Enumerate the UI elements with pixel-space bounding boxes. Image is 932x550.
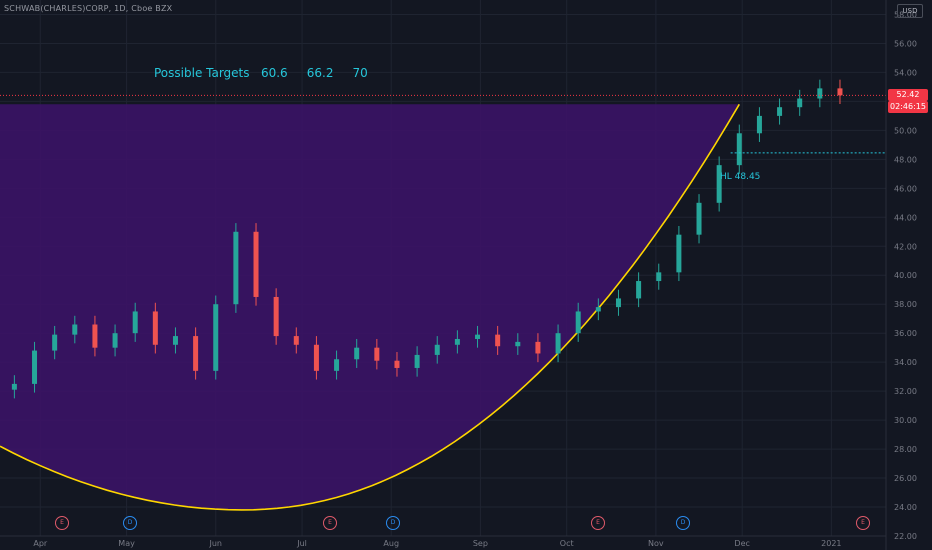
candle-body	[676, 234, 682, 273]
price-tick-label: 50.00	[894, 126, 917, 135]
time-tick-label: 2021	[821, 539, 841, 548]
price-tick-label: 22.00	[894, 532, 917, 541]
candle-body	[454, 338, 460, 345]
currency-button[interactable]: USD	[897, 4, 923, 18]
bar-countdown-tag: 02:46:15	[888, 101, 928, 113]
price-tick-label: 46.00	[894, 184, 917, 193]
possible-targets-annotation: Possible Targets 60.6 66.2 70	[154, 66, 368, 80]
candle-body	[797, 98, 803, 108]
candle-body	[817, 88, 823, 99]
price-tick-label: 32.00	[894, 387, 917, 396]
candle-body	[374, 347, 380, 361]
candle-body	[334, 359, 340, 371]
candle-body	[273, 296, 279, 337]
candle-body	[132, 311, 138, 334]
time-tick-label: Apr	[33, 539, 48, 548]
candle-body	[253, 231, 259, 297]
candle-body	[837, 88, 843, 96]
candle-body	[233, 231, 239, 305]
candle-body	[213, 304, 219, 371]
candle-body	[575, 311, 581, 334]
candle-body	[394, 360, 400, 368]
candle-body	[555, 333, 561, 354]
time-tick-label: Dec	[734, 539, 749, 548]
dividend-event-icon[interactable]: D	[386, 516, 400, 530]
price-tick-label: 48.00	[894, 155, 917, 164]
candle-body	[414, 354, 420, 368]
candle-body	[656, 272, 662, 282]
candle-body	[52, 334, 58, 351]
price-tick-label: 54.00	[894, 68, 917, 77]
candle-body	[756, 115, 762, 134]
candle-body	[152, 311, 158, 345]
candle-body	[72, 324, 78, 335]
time-tick-label: Jun	[208, 539, 222, 548]
price-tick-label: 26.00	[894, 474, 917, 483]
candle-body	[172, 336, 178, 345]
candle-body	[434, 344, 440, 355]
candle-body	[636, 281, 642, 299]
earnings-event-icon[interactable]: E	[856, 516, 870, 530]
candle-body	[615, 298, 621, 308]
earnings-event-icon[interactable]: E	[323, 516, 337, 530]
earnings-event-icon[interactable]: E	[591, 516, 605, 530]
price-tick-label: 44.00	[894, 213, 917, 222]
price-tick-label: 30.00	[894, 416, 917, 425]
dividend-event-icon[interactable]: D	[676, 516, 690, 530]
candle-body	[293, 336, 299, 345]
candle-body	[515, 341, 521, 347]
hl-annotation: HL 48.45	[720, 172, 761, 182]
cup-zone	[0, 104, 740, 510]
current-price-tag: 52.42	[888, 89, 928, 101]
candle-body	[535, 341, 541, 354]
price-tick-label: 58.00	[894, 10, 917, 19]
candle-body	[495, 334, 501, 347]
time-tick-label: May	[118, 539, 135, 548]
candle-body	[112, 333, 118, 348]
dividend-event-icon[interactable]: D	[123, 516, 137, 530]
candle-body	[32, 350, 38, 384]
candle-body	[313, 344, 319, 371]
candle-body	[92, 324, 98, 348]
candle-body	[475, 334, 481, 339]
earnings-event-icon[interactable]: E	[55, 516, 69, 530]
price-tick-label: 42.00	[894, 242, 917, 251]
time-tick-label: Oct	[560, 539, 574, 548]
time-tick-label: Jul	[296, 539, 307, 548]
candle-body	[595, 307, 601, 312]
time-tick-label: Sep	[473, 539, 488, 548]
price-tick-label: 56.00	[894, 39, 917, 48]
cup-curve	[0, 103, 740, 511]
price-tick-label: 36.00	[894, 329, 917, 338]
symbol-title: SCHWAB(CHARLES)CORP, 1D, Cboe BZX	[4, 4, 173, 13]
price-tick-label: 40.00	[894, 271, 917, 280]
price-tick-label: 28.00	[894, 445, 917, 454]
candle-body	[777, 107, 783, 116]
time-tick-label: Nov	[648, 539, 664, 548]
candle-body	[716, 165, 722, 203]
candle-body	[736, 133, 742, 166]
candle-body	[11, 383, 17, 390]
price-tick-label: 34.00	[894, 358, 917, 367]
price-tick-label: 24.00	[894, 503, 917, 512]
candle-body	[354, 347, 360, 360]
candle-body	[696, 202, 702, 235]
candle-body	[193, 336, 199, 371]
time-tick-label: Aug	[383, 539, 399, 548]
price-tick-label: 38.00	[894, 300, 917, 309]
